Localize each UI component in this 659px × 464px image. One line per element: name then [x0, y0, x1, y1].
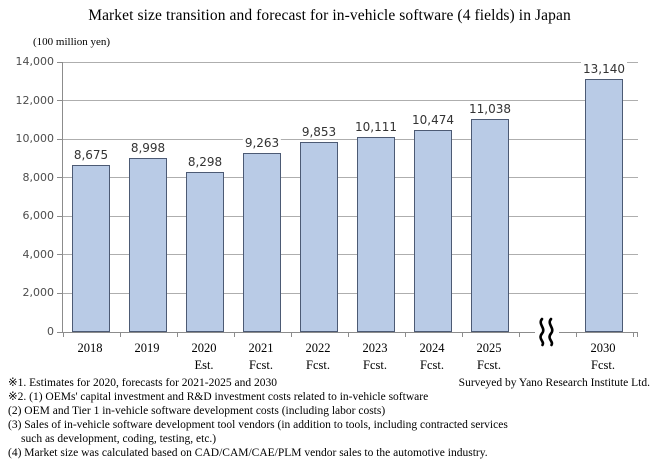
x-axis-sublabel: Est. [194, 358, 214, 372]
bar-2024 [414, 130, 452, 332]
axis-break-icon [535, 317, 559, 352]
bar-2021 [243, 153, 281, 332]
bar-value-label: 8,298 [185, 154, 225, 169]
x-axis-category-label: 2023 Fcst. [363, 341, 388, 373]
y-axis-tick [57, 100, 62, 102]
x-axis-tick [637, 332, 638, 337]
x-axis-year-label: 2018 [77, 341, 103, 355]
x-axis-tick [290, 332, 292, 337]
x-axis-tick [404, 332, 406, 337]
footnote: (2) OEM and Tier 1 in-vehicle software d… [8, 404, 386, 417]
plot-area: 8,675 8,998 8,298 9,263 9,853 10,111 10,474 11,… [57, 61, 638, 337]
x-axis-tick [119, 332, 121, 337]
x-axis-category-label: 2024 Fcst. [420, 341, 445, 373]
x-axis-sublabel: Fcst. [591, 358, 615, 372]
y-axis-tick [57, 292, 62, 294]
footnote: (4) Market size was calculated based on … [8, 446, 488, 459]
x-axis-sublabel: Fcst. [420, 358, 444, 372]
x-axis-category-label: 2025 Fcst. [477, 341, 502, 373]
y-axis-tick-label: 0 [47, 325, 54, 338]
y-axis-tick-label: 4,000 [22, 247, 55, 261]
bar-value-label: 9,263 [242, 136, 282, 151]
bar-2018 [72, 164, 110, 332]
y-axis-tick [57, 254, 62, 256]
x-axis-category-label: 2021 Fcst. [249, 341, 274, 373]
x-axis-sublabel: Fcst. [363, 358, 387, 372]
x-axis-sublabel: Fcst. [249, 358, 273, 372]
footnotes: ※1. Estimates for 2020, forecasts for 20… [8, 377, 652, 460]
footnote: ※2. (1) OEMs' capital investment and R&D… [8, 390, 429, 403]
x-axis-category-label: 2022 Fcst. [306, 341, 331, 373]
bar-2023 [357, 137, 395, 332]
bar-value-label: 11,038 [467, 102, 513, 117]
x-axis-year-label: 2020 [191, 341, 217, 355]
footnote: such as development, coding, testing, et… [21, 432, 217, 445]
x-axis-year-label: 2022 [305, 341, 331, 355]
x-axis-category-label: 2020 Est. [192, 341, 217, 373]
bar-2019 [129, 158, 167, 332]
y-axis-unit-label: (100 million yen) [33, 36, 110, 48]
y-axis-tick-label: 12,000 [15, 93, 55, 107]
y-axis-tick-label: 2,000 [22, 286, 55, 300]
x-axis-tick [63, 332, 64, 337]
chart-title: Market size transition and forecast for … [88, 7, 571, 24]
gridline [63, 292, 638, 294]
bar-value-label: 8,675 [71, 147, 111, 162]
gridline [63, 254, 638, 256]
x-axis-tick [176, 332, 178, 337]
y-axis-tick-label: 6,000 [22, 209, 55, 223]
y-axis-tick-label: 10,000 [15, 132, 55, 146]
source-credit: Surveyed by Yano Research Institute Ltd. [458, 377, 650, 389]
x-axis-sublabel: Fcst. [306, 358, 330, 372]
x-axis-tick [461, 332, 463, 337]
gridline [63, 177, 638, 179]
gridline [63, 215, 638, 217]
x-axis-year-label: 2030 [590, 341, 616, 355]
y-axis-tick [57, 331, 62, 333]
gridline [63, 100, 638, 102]
footnote: ※1. Estimates for 2020, forecasts for 20… [8, 377, 277, 389]
x-axis-category-label: 2030 Fcst. [591, 341, 616, 373]
x-axis-year-label: 2025 [476, 341, 502, 355]
gridline [63, 138, 638, 140]
x-axis-tick [347, 332, 349, 337]
x-axis-tick [575, 332, 577, 337]
x-axis-tick [518, 332, 520, 337]
x-axis-tick [632, 332, 634, 337]
gridline [63, 61, 638, 63]
x-axis-category-label: 2018 [78, 341, 103, 356]
x-axis-tick [233, 332, 235, 337]
x-axis-year-label: 2021 [248, 341, 274, 355]
y-axis-tick [57, 215, 62, 217]
x-axis-year-label: 2019 [134, 341, 160, 355]
y-axis-tick-label: 14,000 [15, 55, 55, 68]
bar-2030 [585, 78, 623, 332]
y-axis-tick [57, 61, 62, 63]
footnote: (3) Sales of in-vehicle software develop… [8, 418, 508, 431]
x-axis-year-label: 2024 [419, 341, 445, 355]
x-axis-category-label: 2019 [135, 341, 160, 356]
bar-value-label: 13,140 [581, 61, 627, 76]
bar-value-label: 10,474 [410, 113, 456, 127]
bar-value-label: 9,853 [299, 124, 339, 139]
x-axis-year-label: 2023 [362, 341, 388, 355]
bar-2020 [186, 171, 224, 332]
bar-2022 [300, 141, 338, 332]
bar-value-label: 10,111 [353, 120, 399, 134]
y-axis-tick [57, 177, 62, 179]
x-axis-sublabel: Fcst. [477, 358, 501, 372]
bar-value-label: 8,998 [128, 141, 168, 156]
bar-2025 [471, 119, 509, 332]
y-axis-tick-label: 8,000 [22, 170, 55, 184]
y-axis-tick [57, 138, 62, 140]
